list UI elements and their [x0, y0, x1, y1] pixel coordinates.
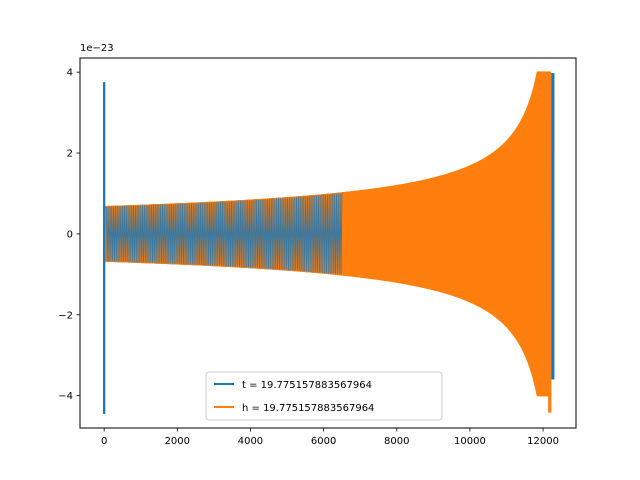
legend-box [205, 371, 443, 421]
axes-frame [79, 57, 577, 429]
x-tick-label: 6000 [311, 436, 336, 447]
plot-area [103, 71, 555, 414]
x-tick-label: 12000 [527, 436, 559, 447]
legend-label-h: h = 19.775157883567964 [242, 403, 374, 414]
y-tick-label: −4 [58, 391, 73, 402]
y-tick-label: 4 [67, 68, 73, 79]
x-tick-label: 2000 [165, 436, 190, 447]
y-tick-label: 2 [67, 149, 73, 160]
y-tick-label: −2 [58, 310, 73, 321]
series-line [103, 71, 552, 397]
series-layer [103, 71, 555, 414]
legend: t = 19.775157883567964 h = 19.7751578835… [205, 371, 443, 421]
x-tick-label: 0 [101, 436, 107, 447]
x-axis: 0 2000 4000 6000 8000 10000 12000 [101, 428, 559, 447]
x-tick-label: 10000 [454, 436, 486, 447]
y-tick-label: 0 [67, 229, 73, 240]
y-axis: −4 −2 0 2 4 [58, 68, 80, 402]
legend-label-t: t = 19.775157883567964 [242, 380, 372, 391]
series-h [103, 71, 552, 413]
x-tick-label: 8000 [384, 436, 409, 447]
y-scale-label: 1e−23 [80, 43, 114, 54]
series-line [105, 193, 343, 275]
series-t-overlay [103, 72, 555, 414]
x-tick-label: 4000 [238, 436, 263, 447]
